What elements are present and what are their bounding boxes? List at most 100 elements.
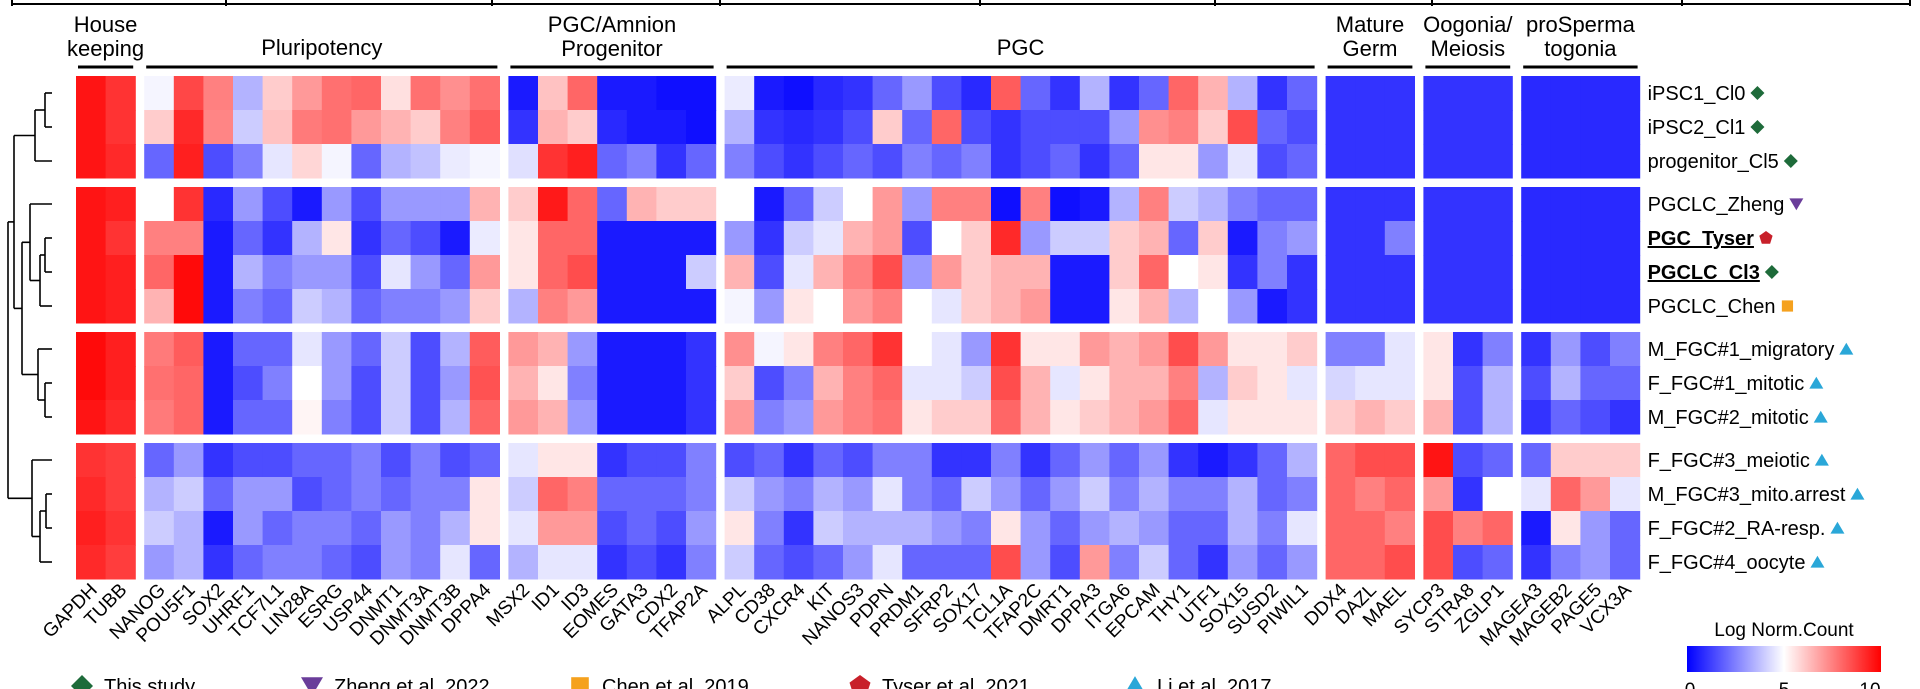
legend-label-2: Chen et al. 2019	[602, 676, 749, 689]
cell-r7-c39	[1257, 332, 1288, 367]
cell-r10-c41	[1325, 443, 1356, 478]
cell-r8-c36	[1168, 366, 1199, 401]
cell-r12-c40	[1287, 511, 1318, 546]
cell-r3-c9	[351, 187, 382, 222]
cell-r10-c12	[440, 443, 471, 478]
cell-r5-c36	[1168, 255, 1199, 290]
cell-r4-c10	[381, 221, 412, 256]
cell-r9-c40	[1287, 400, 1318, 435]
cell-r10-c10	[381, 443, 412, 478]
cell-r11-c1	[105, 477, 136, 512]
cell-r5-c40	[1287, 255, 1318, 290]
cell-r6-c5	[233, 289, 264, 324]
cell-r6-c9	[351, 289, 382, 324]
cell-r6-c13	[469, 289, 500, 324]
cell-r6-c46	[1482, 289, 1513, 324]
row-label-7: M_FGC#1_migratory	[1648, 339, 1835, 361]
cell-r0-c39	[1257, 76, 1288, 111]
cell-r12-c7	[292, 511, 323, 546]
cell-r1-c13	[469, 110, 500, 145]
cell-r0-c24	[813, 76, 844, 111]
cell-r3-c32	[1050, 187, 1081, 222]
cell-r13-c19	[656, 545, 687, 580]
cell-r8-c43	[1384, 366, 1415, 401]
row-marker-10	[1814, 453, 1829, 466]
cell-r10-c0	[76, 443, 107, 478]
cell-r2-c18	[626, 144, 657, 179]
cell-r3-c6	[262, 187, 293, 222]
cell-r12-c29	[961, 511, 992, 546]
cell-r1-c24	[813, 110, 844, 145]
cell-r13-c48	[1550, 545, 1581, 580]
cell-r1-c37	[1198, 110, 1229, 145]
cell-r5-c15	[538, 255, 569, 290]
cell-r8-c15	[538, 366, 569, 401]
row-marker-5	[1764, 265, 1779, 279]
cell-r1-c31	[1020, 110, 1051, 145]
cell-r8-c42	[1355, 366, 1386, 401]
cell-r9-c10	[381, 400, 412, 435]
cell-r11-c23	[783, 477, 814, 512]
cell-r8-c8	[321, 366, 352, 401]
cell-r4-c46	[1482, 221, 1513, 256]
cell-r3-c29	[961, 187, 992, 222]
cell-r5-c3	[173, 255, 204, 290]
cell-r5-c8	[321, 255, 352, 290]
row-marker-3	[1789, 198, 1804, 211]
top-frame	[11, 0, 1911, 6]
cell-r9-c29	[961, 400, 992, 435]
cell-r6-c42	[1355, 289, 1386, 324]
cell-r0-c2	[144, 76, 175, 111]
cell-r9-c3	[173, 400, 204, 435]
cell-r4-c39	[1257, 221, 1288, 256]
cell-r2-c26	[872, 144, 903, 179]
legend-marker-2	[571, 677, 589, 689]
cell-r8-c40	[1287, 366, 1318, 401]
cell-r8-c49	[1580, 366, 1611, 401]
cell-r6-c32	[1050, 289, 1081, 324]
cell-r3-c21	[724, 187, 755, 222]
cell-r0-c20	[686, 76, 717, 111]
cell-r11-c4	[203, 477, 234, 512]
cell-r4-c48	[1550, 221, 1581, 256]
cell-r10-c19	[656, 443, 687, 478]
cell-r3-c30	[991, 187, 1022, 222]
cell-r0-c13	[469, 76, 500, 111]
cell-r1-c21	[724, 110, 755, 145]
cell-r8-c26	[872, 366, 903, 401]
cell-r13-c50	[1610, 545, 1641, 580]
cell-r4-c37	[1198, 221, 1229, 256]
cell-r10-c22	[754, 443, 785, 478]
cell-r5-c48	[1550, 255, 1581, 290]
cell-r3-c33	[1079, 187, 1110, 222]
cell-r6-c18	[626, 289, 657, 324]
cell-r3-c37	[1198, 187, 1229, 222]
cell-r1-c47	[1521, 110, 1552, 145]
cell-r1-c48	[1550, 110, 1581, 145]
cell-r0-c47	[1521, 76, 1552, 111]
cell-r1-c45	[1453, 110, 1484, 145]
cell-r7-c20	[686, 332, 717, 367]
cell-r5-c10	[381, 255, 412, 290]
cell-r10-c46	[1482, 443, 1513, 478]
cell-r2-c14	[508, 144, 539, 179]
group-header-5-line-1: Meiosis	[1431, 36, 1506, 61]
cell-r6-c21	[724, 289, 755, 324]
cell-r9-c14	[508, 400, 539, 435]
cell-r13-c22	[754, 545, 785, 580]
cell-r5-c6	[262, 255, 293, 290]
row-label-1: iPSC2_Cl1	[1648, 117, 1746, 139]
cell-r10-c15	[538, 443, 569, 478]
cell-r12-c32	[1050, 511, 1081, 546]
cell-r7-c7	[292, 332, 323, 367]
cell-r2-c35	[1139, 144, 1170, 179]
row-marker-11	[1850, 487, 1865, 500]
cell-r3-c13	[469, 187, 500, 222]
colorbar-tick-5: 5	[1779, 680, 1790, 689]
cell-r9-c35	[1139, 400, 1170, 435]
cell-r4-c17	[597, 221, 628, 256]
cell-r13-c10	[381, 545, 412, 580]
cell-r5-c17	[597, 255, 628, 290]
cell-r13-c18	[626, 545, 657, 580]
